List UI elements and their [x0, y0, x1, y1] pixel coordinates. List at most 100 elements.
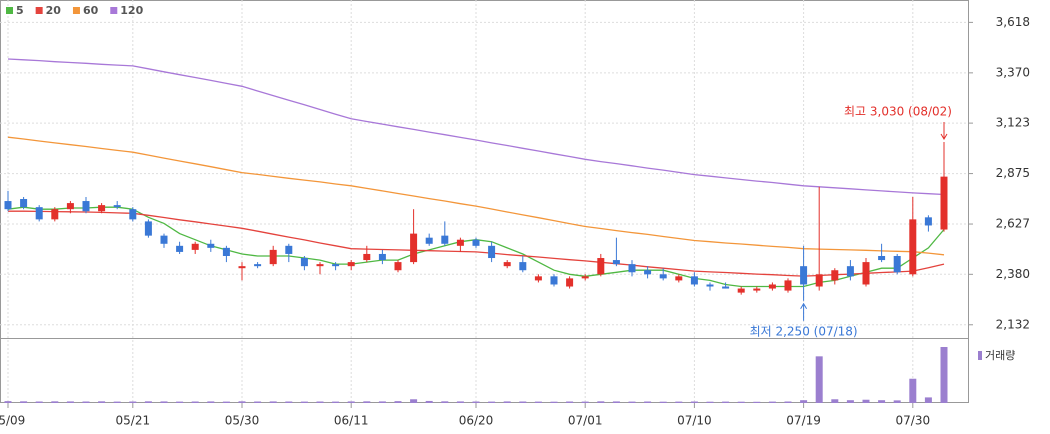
x-tick-label: 05/30 [225, 414, 260, 428]
candle-body [51, 209, 59, 220]
candle-body [98, 205, 106, 212]
volume-bar [129, 401, 137, 403]
candle-body [737, 288, 745, 293]
candle-body [4, 201, 12, 210]
volume-bar [160, 401, 168, 403]
volume-bar [940, 347, 948, 403]
y-tick-label: 2,875 [996, 166, 1030, 180]
volume-bar [410, 399, 418, 403]
volume-bar [207, 401, 215, 403]
volume-bar [566, 401, 574, 403]
volume-bar [238, 401, 246, 403]
candle-body [332, 264, 340, 267]
moving-average-line [7, 58, 945, 196]
volume-bar [425, 400, 433, 403]
candle-body [800, 266, 808, 285]
moving-average-line [8, 210, 945, 277]
candle-body [706, 284, 714, 287]
volume-bar [909, 378, 917, 403]
candle-body [394, 262, 402, 271]
volume-bar [768, 401, 776, 403]
candle-body [176, 245, 184, 252]
candle-body [285, 245, 293, 254]
candle-body [144, 221, 152, 236]
volume-bar [35, 401, 43, 403]
volume-legend-label: 거래량 [985, 349, 1015, 362]
legend-swatch [110, 7, 118, 14]
candle-body [753, 288, 761, 291]
x-tick-label: 06/11 [334, 414, 369, 428]
candle-body [113, 205, 121, 208]
volume-bar [612, 401, 620, 403]
candle-body [768, 284, 776, 289]
annotation-arrowhead [940, 133, 948, 141]
volume-bar [659, 401, 667, 403]
volume-bar [269, 401, 277, 403]
volume-bar [519, 401, 527, 403]
volume-bar [800, 400, 808, 403]
candle-body [129, 209, 137, 220]
candle-body [534, 276, 542, 281]
y-tick-label: 3,370 [996, 65, 1030, 79]
volume-bar [846, 400, 854, 403]
y-tick-label: 2,627 [996, 217, 1030, 231]
volume-bar [878, 400, 886, 403]
candle-body [675, 276, 683, 281]
candle-body [441, 235, 449, 244]
volume-bar [675, 401, 683, 403]
x-tick-label: 07/30 [896, 414, 931, 428]
volume-bar [332, 401, 340, 403]
volume-bar [456, 401, 464, 403]
x-tick-label: 07/01 [568, 414, 603, 428]
candle-body [254, 264, 262, 267]
candle-body [846, 266, 854, 277]
annotation-text: 최저 2,250 (07/18) [750, 324, 858, 338]
volume-bar [488, 401, 496, 403]
legend-label: 60 [83, 4, 99, 17]
candle-body [550, 276, 558, 285]
legend-label: 120 [120, 4, 143, 17]
volume-bar [113, 401, 121, 403]
volume-bar [784, 401, 792, 403]
volume-bar [441, 401, 449, 403]
annotation-text: 최고 3,030 (08/02) [844, 105, 952, 119]
candle-body [924, 217, 932, 226]
candle-body [690, 276, 698, 285]
legend-swatch [6, 7, 13, 14]
volume-bar [737, 401, 745, 403]
candle-body [644, 270, 652, 275]
candle-body [191, 243, 199, 250]
candle-body [878, 255, 886, 261]
candle-body [20, 199, 28, 208]
volume-bar [753, 401, 761, 403]
volume-bar [191, 401, 199, 403]
volume-bar [51, 401, 59, 403]
legend-swatch [72, 7, 80, 14]
volume-bar [706, 401, 714, 403]
volume-bar [690, 401, 698, 403]
x-tick-label: 05/21 [116, 414, 151, 428]
candle-body [628, 264, 636, 273]
volume-bar [815, 356, 823, 403]
y-tick-label: 2,380 [996, 267, 1030, 281]
candle-body [269, 249, 277, 265]
candle-body [612, 260, 620, 265]
candle-body [488, 245, 496, 259]
volume-bar [893, 400, 901, 403]
candle-body [503, 262, 511, 267]
volume-bar [924, 397, 932, 403]
candle-body [519, 262, 527, 271]
candle-body [347, 262, 355, 267]
candle-body [35, 207, 43, 220]
volume-bar [550, 401, 558, 403]
x-tick-label: 07/19 [786, 414, 821, 428]
volume-bar [316, 401, 324, 403]
volume-bar [722, 401, 730, 403]
volume-bar [534, 401, 542, 403]
volume-bar [394, 401, 402, 403]
legend-swatch [35, 7, 43, 14]
volume-bar [222, 401, 230, 403]
volume-bar [176, 401, 184, 403]
moving-average-line [7, 136, 945, 256]
x-tick-label: 06/20 [459, 414, 494, 428]
